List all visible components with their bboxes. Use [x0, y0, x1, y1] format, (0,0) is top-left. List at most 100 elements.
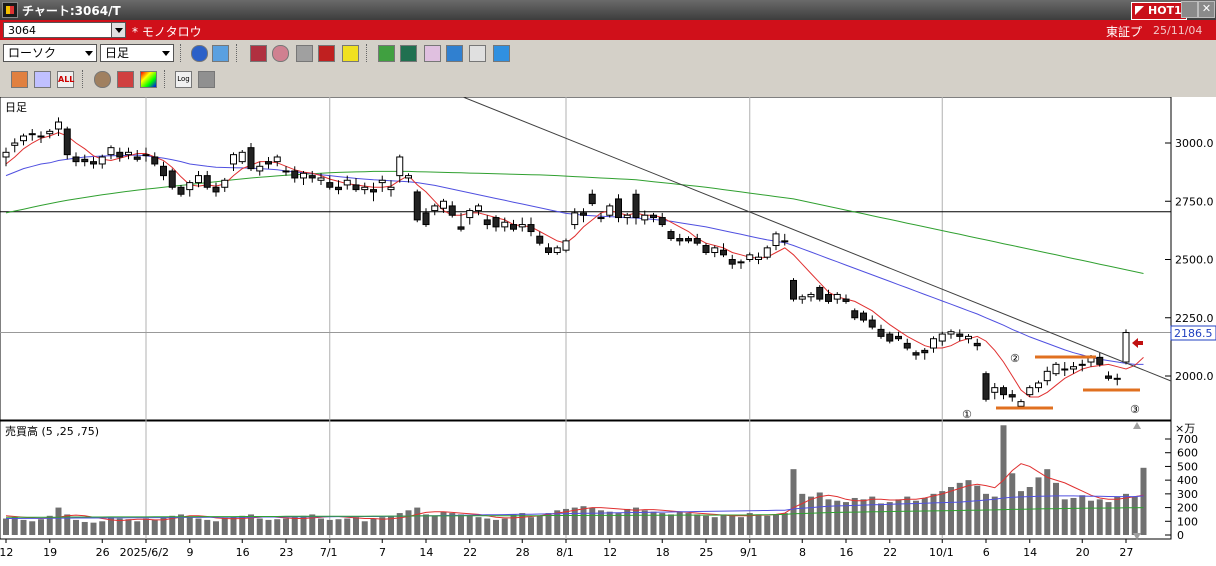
indicator-icon[interactable] — [250, 45, 267, 62]
volume-bar — [729, 515, 736, 535]
x-tick-label: 22 — [883, 546, 897, 559]
candle-body — [98, 156, 106, 165]
candle-body — [991, 387, 999, 393]
volume-tick-label: 0 — [1177, 529, 1184, 542]
x-tick-label: 25 — [699, 546, 713, 559]
x-tick-label: 9/1 — [740, 546, 758, 559]
candle-body — [431, 205, 439, 212]
close-button[interactable]: ✕ — [1198, 1, 1215, 18]
all-range-button[interactable]: ALL — [57, 71, 74, 88]
price-arrow-icon — [1132, 338, 1143, 348]
x-tick-label: 9 — [186, 546, 193, 559]
candle-body — [833, 293, 841, 300]
trash-icon[interactable] — [493, 45, 510, 62]
volume-bar — [256, 518, 263, 535]
expand-icon[interactable] — [34, 71, 51, 88]
volume-bar — [353, 517, 359, 535]
candle-body — [510, 224, 517, 230]
chart-type-select[interactable]: ローソク — [3, 44, 97, 62]
volume-bar — [344, 518, 351, 535]
draw-tool-icon[interactable] — [400, 45, 417, 62]
volume-bar — [624, 508, 631, 535]
candle-body — [475, 205, 482, 212]
candle-icon[interactable] — [11, 71, 28, 88]
volume-bar — [641, 510, 648, 535]
candle-body — [20, 135, 27, 142]
volume-bar — [781, 513, 788, 535]
zoom-icon[interactable] — [191, 45, 208, 62]
undo-icon[interactable] — [446, 45, 463, 62]
volume-bar — [335, 519, 342, 535]
candle-body — [632, 193, 640, 219]
candle-body — [352, 184, 360, 191]
volume-bar — [388, 515, 394, 535]
warning-icon[interactable] — [342, 45, 359, 62]
candles — [2, 117, 1130, 409]
volume-bar — [886, 502, 893, 535]
volume-bar — [694, 514, 701, 535]
volume-bar — [213, 521, 219, 535]
volume-bar — [860, 499, 867, 535]
candle-body — [326, 182, 334, 188]
stock-code-input[interactable]: 3064 — [3, 22, 125, 38]
period-select[interactable]: 日足 — [100, 44, 174, 62]
candle-body — [1113, 377, 1121, 380]
candle-body — [658, 217, 666, 226]
candle-body — [728, 259, 736, 265]
restore-button[interactable] — [1181, 1, 1198, 18]
candle-body — [947, 331, 955, 335]
candle-body — [300, 172, 307, 179]
candle-body — [1070, 366, 1077, 370]
volume-bar — [116, 518, 123, 535]
candle-body — [151, 156, 159, 165]
volume-bar — [676, 511, 683, 535]
hot-badge[interactable]: HOT1 — [1131, 2, 1187, 20]
volume-bar — [851, 497, 858, 535]
candle-body — [746, 254, 754, 260]
date-label: 25/11/04 — [1153, 24, 1203, 37]
print-icon[interactable] — [198, 71, 215, 88]
tool-icon[interactable] — [117, 71, 134, 88]
volume-bar — [519, 513, 526, 535]
volume-tick-label: 100 — [1177, 515, 1198, 528]
pointer-icon[interactable] — [424, 45, 441, 62]
candle-body — [1052, 363, 1060, 375]
price-tick-label: 2000.0 — [1175, 370, 1214, 383]
memo-icon[interactable] — [469, 45, 486, 62]
candle-body — [186, 182, 194, 191]
volume-bar — [913, 500, 919, 535]
color-icon[interactable] — [140, 71, 157, 88]
candle-body — [1122, 332, 1130, 363]
candle-body — [536, 235, 544, 244]
compare-icon[interactable] — [318, 45, 335, 62]
volume-bar — [510, 514, 517, 535]
volume-bar — [81, 521, 88, 535]
candle-body — [1008, 394, 1016, 398]
candle-body — [790, 279, 797, 300]
grid — [145, 97, 943, 539]
candle-body — [396, 156, 404, 177]
grid-icon[interactable] — [296, 45, 313, 62]
volume-bar — [134, 521, 141, 535]
draw-line-icon[interactable] — [378, 45, 395, 62]
volume-bar — [160, 517, 167, 535]
x-tick-label: 16 — [839, 546, 853, 559]
log-scale-button[interactable]: Log — [175, 71, 192, 88]
scroll-up-arrow-icon — [1133, 422, 1141, 429]
search-indicator-icon[interactable] — [272, 45, 289, 62]
window-icon[interactable] — [212, 45, 229, 62]
volume-bar — [1035, 477, 1042, 535]
candle-body — [1035, 382, 1042, 389]
price-panel-label: 日足 — [5, 101, 27, 114]
settings-icon[interactable] — [94, 71, 111, 88]
candle-body — [667, 231, 675, 240]
volume-bar — [580, 506, 587, 535]
window-titlebar: チャート:3064/T HOT1 ✕ — [0, 0, 1216, 20]
candle-body — [781, 240, 789, 243]
stock-code-dropdown-icon[interactable] — [111, 22, 126, 38]
volume-bar — [668, 514, 674, 535]
volume-bar — [11, 517, 18, 535]
volume-bar — [151, 519, 158, 535]
volume-bar — [554, 510, 561, 535]
candle-body — [378, 179, 386, 184]
